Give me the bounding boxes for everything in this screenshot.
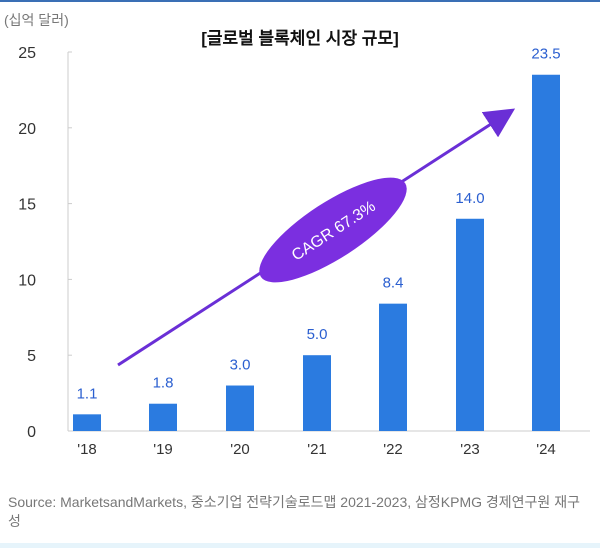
y-axis-unit-label: (십억 달러) bbox=[4, 12, 69, 28]
chart-title: [글로벌 블록체인 시장 규모] bbox=[201, 29, 399, 48]
x-tick-label: '21 bbox=[307, 441, 327, 458]
x-tick-label: '20 bbox=[230, 441, 250, 458]
bar bbox=[226, 385, 254, 431]
bar-value-label: 5.0 bbox=[307, 326, 328, 343]
top-border bbox=[0, 0, 600, 2]
bar-value-label: 14.0 bbox=[455, 190, 484, 207]
y-tick-label: 0 bbox=[27, 424, 36, 441]
y-tick-label: 20 bbox=[18, 121, 36, 138]
x-tick-label: '18 bbox=[77, 441, 97, 458]
bar bbox=[532, 74, 560, 432]
x-tick-label: '24 bbox=[536, 441, 556, 458]
bar-value-label: 23.5 bbox=[531, 46, 560, 63]
x-tick-label: '19 bbox=[153, 441, 173, 458]
bar-value-label: 8.4 bbox=[383, 275, 404, 292]
bar-value-label: 1.8 bbox=[153, 375, 174, 392]
x-tick-label: '22 bbox=[383, 441, 403, 458]
y-tick-label: 15 bbox=[18, 197, 36, 214]
bar bbox=[379, 303, 407, 431]
bar-value-label: 3.0 bbox=[230, 357, 251, 374]
bar bbox=[149, 403, 177, 431]
y-tick-label: 10 bbox=[18, 272, 36, 289]
source-note: Source: MarketsandMarkets, 중소기업 전략기술로드맵 … bbox=[8, 494, 580, 529]
cagr-ellipse bbox=[259, 177, 407, 283]
bottom-band bbox=[0, 543, 600, 548]
bar bbox=[456, 218, 484, 431]
x-tick-label: '23 bbox=[460, 441, 480, 458]
bar bbox=[303, 355, 331, 431]
bar-value-label: 1.1 bbox=[77, 385, 98, 402]
bar-chart: 0 5 10 15 20 25 1.1 '18 1.8 '19 3.0 '20 5.0 '21 8.4 '22… bbox=[18, 45, 590, 458]
bar bbox=[73, 414, 101, 431]
y-tick-label: 25 bbox=[18, 45, 36, 62]
y-tick-label: 5 bbox=[27, 348, 36, 365]
